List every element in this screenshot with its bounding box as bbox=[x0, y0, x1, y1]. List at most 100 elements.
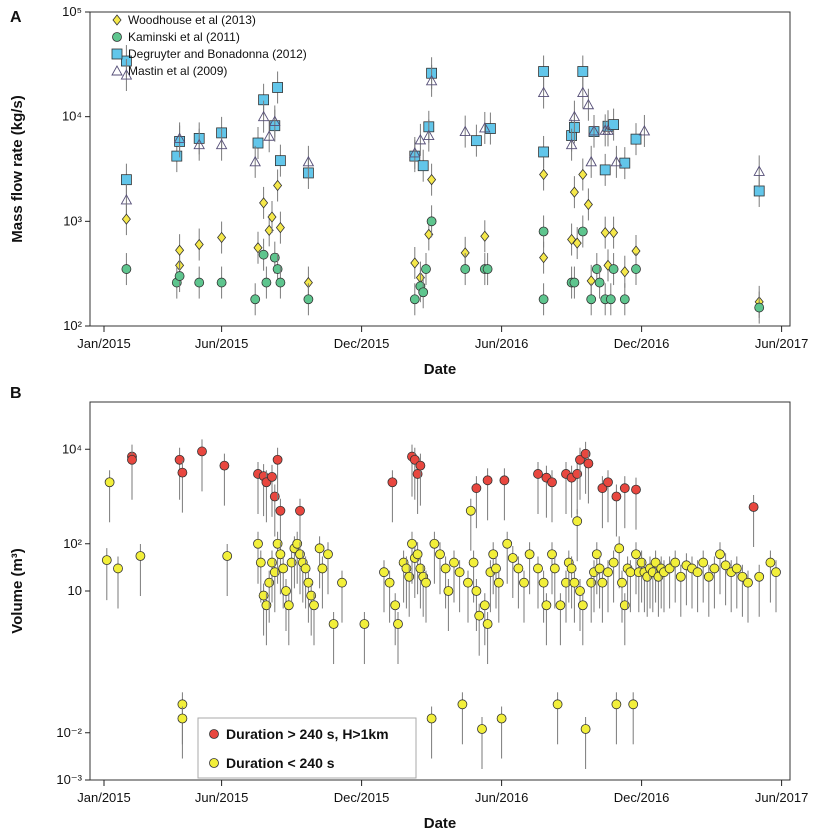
data-point bbox=[415, 460, 426, 471]
data-point bbox=[538, 577, 549, 588]
data-point bbox=[538, 294, 549, 305]
legend-label: Degruyter and Bonadonna (2012) bbox=[128, 47, 307, 61]
data-point bbox=[636, 557, 647, 568]
data-point bbox=[630, 133, 642, 145]
data-point bbox=[586, 577, 597, 588]
y-tick-label: 10⁻² bbox=[56, 725, 82, 740]
panel-a: A 10² 10³ 10⁴ 10⁵ Jan/2015 Jun/2015 Dec/2015 Ju… bbox=[9, 4, 808, 378]
data-point bbox=[610, 155, 623, 167]
data-point bbox=[295, 505, 305, 516]
x-tick-label: Dec/2015 bbox=[334, 336, 390, 351]
data-point bbox=[600, 226, 610, 239]
data-point bbox=[390, 600, 401, 611]
legend-marker bbox=[112, 32, 122, 42]
data-point bbox=[539, 168, 549, 181]
y-axis-label: Mass flow rate (kg/s) bbox=[9, 95, 26, 243]
data-point bbox=[197, 446, 207, 457]
legend-a: Woodhouse et al (2013) Kaminski et al (20… bbox=[111, 13, 307, 78]
data-point bbox=[572, 237, 582, 249]
y-tick-label: 10³ bbox=[63, 213, 82, 228]
data-point bbox=[393, 619, 403, 629]
data-point bbox=[460, 264, 471, 274]
data-point bbox=[252, 137, 264, 149]
data-point bbox=[267, 557, 277, 568]
data-point bbox=[599, 164, 611, 176]
data-point bbox=[603, 477, 613, 488]
data-point bbox=[524, 549, 535, 560]
data-point bbox=[753, 185, 765, 197]
legend-marker bbox=[209, 758, 219, 768]
y-tick-label: 10⁴ bbox=[62, 441, 82, 456]
data-point bbox=[597, 483, 608, 494]
data-point bbox=[568, 110, 581, 122]
x-tick-label: Jun/2016 bbox=[475, 336, 529, 351]
legend-label: Mastin et al (2009) bbox=[128, 64, 227, 78]
data-point bbox=[698, 557, 709, 568]
data-point bbox=[253, 242, 263, 254]
data-point bbox=[482, 619, 493, 629]
x-tick-label: Dec/2015 bbox=[334, 790, 390, 805]
data-point bbox=[418, 287, 429, 298]
y-tick-label: 10² bbox=[63, 318, 82, 333]
data-point bbox=[379, 567, 389, 578]
data-point bbox=[317, 563, 328, 574]
data-point bbox=[482, 264, 493, 274]
data-point bbox=[407, 538, 417, 549]
data-point bbox=[135, 551, 146, 561]
data-point bbox=[412, 549, 423, 560]
data-point bbox=[533, 563, 543, 574]
data-point bbox=[463, 577, 473, 588]
data-point bbox=[269, 491, 280, 502]
legend-marker bbox=[112, 14, 122, 26]
data-point bbox=[194, 238, 204, 251]
data-point bbox=[286, 557, 297, 568]
data-point bbox=[272, 538, 283, 549]
data-point bbox=[664, 563, 675, 574]
data-point bbox=[731, 563, 742, 574]
data-point bbox=[264, 577, 275, 588]
data-point bbox=[549, 563, 560, 574]
series-kaminski-et-al-2011 bbox=[121, 205, 765, 324]
data-point bbox=[572, 516, 583, 527]
data-point bbox=[427, 174, 437, 186]
data-point bbox=[283, 600, 294, 611]
data-point bbox=[577, 86, 589, 97]
data-point bbox=[275, 549, 286, 560]
series-woodhouse-et-al-2013 bbox=[121, 158, 764, 318]
data-point bbox=[611, 699, 622, 710]
data-point bbox=[620, 266, 630, 278]
data-point bbox=[703, 571, 714, 582]
data-point bbox=[493, 577, 504, 588]
data-point bbox=[113, 563, 123, 574]
data-point bbox=[275, 505, 286, 516]
data-point bbox=[409, 294, 420, 305]
data-point bbox=[273, 179, 283, 192]
data-point bbox=[104, 477, 115, 488]
data-point bbox=[552, 699, 563, 710]
data-point bbox=[449, 557, 459, 568]
data-point bbox=[585, 155, 597, 167]
data-point bbox=[471, 483, 482, 494]
data-point bbox=[258, 249, 269, 260]
data-point bbox=[177, 467, 188, 478]
data-point bbox=[603, 567, 613, 578]
data-point bbox=[417, 160, 429, 172]
x-tick-label: Jun/2015 bbox=[195, 336, 249, 351]
data-point bbox=[410, 257, 420, 269]
data-point bbox=[474, 610, 485, 621]
data-point bbox=[425, 74, 438, 86]
legend-marker bbox=[209, 729, 219, 739]
data-point bbox=[171, 150, 183, 162]
data-point bbox=[547, 549, 557, 560]
data-point bbox=[538, 146, 549, 158]
data-point bbox=[619, 294, 630, 305]
data-point bbox=[583, 458, 594, 469]
data-point bbox=[426, 216, 437, 227]
data-point bbox=[120, 69, 133, 80]
y-axis-label: Volume (m³) bbox=[9, 548, 26, 634]
data-point bbox=[547, 477, 557, 488]
data-point bbox=[174, 454, 185, 465]
data-point bbox=[174, 271, 185, 281]
data-point bbox=[269, 252, 280, 263]
series-duration-240-s bbox=[101, 470, 781, 770]
